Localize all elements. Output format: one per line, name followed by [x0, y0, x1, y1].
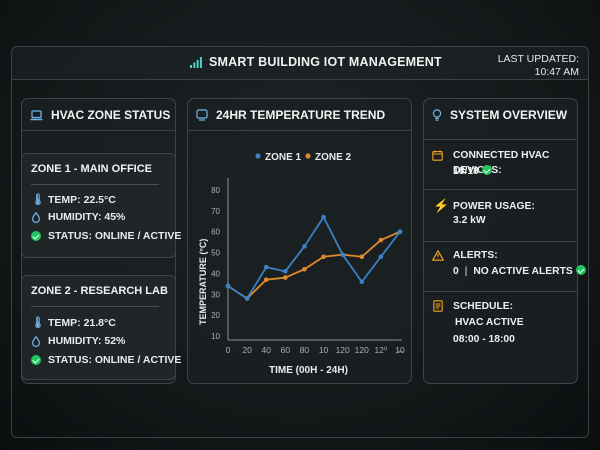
- overview-panel-title: SYSTEM OVERVIEW: [450, 108, 568, 122]
- zone-temp: 🌡 TEMP: 21.8°C: [31, 316, 116, 330]
- zone-humidity-text: HUMIDITY: 52%: [48, 335, 126, 347]
- separator: |: [464, 266, 468, 277]
- power-value: 3.2 kW: [453, 215, 486, 226]
- overview-item-devices: [423, 139, 578, 189]
- check-circle-icon: [31, 231, 41, 241]
- schedule-hours: 08:00 - 18:00: [453, 334, 515, 345]
- app-title: SMART BUILDING IOT MANAGEMENT: [190, 55, 442, 69]
- zone-status-text: STATUS: ONLINE / ACTIVE: [48, 230, 182, 242]
- divider: [31, 184, 159, 185]
- document-icon: [433, 300, 443, 312]
- lightning-icon: ⚡: [433, 198, 450, 213]
- droplet-icon: [31, 211, 41, 223]
- thermostat-icon: [196, 109, 208, 121]
- divider: [31, 306, 159, 307]
- zone-temp-text: TEMP: 22.5°C: [48, 193, 116, 206]
- devices-value: 18/18: [453, 166, 479, 177]
- divider: [22, 130, 175, 131]
- power-label: POWER USAGE:: [453, 201, 535, 212]
- schedule-status: HVAC ACTIVE: [455, 317, 524, 328]
- app-title-text: SMART BUILDING IOT MANAGEMENT: [209, 55, 442, 69]
- lightbulb-icon: [432, 109, 442, 121]
- thermometer-icon: 🌡: [31, 317, 45, 329]
- zone-humidity: HUMIDITY: 52%: [31, 335, 125, 347]
- zone-temp: 🌡 TEMP: 22.5°C: [31, 193, 116, 207]
- schedule-label: SCHEDULE:: [453, 301, 514, 312]
- zone-humidity-text: HUMIDITY: 45%: [48, 211, 126, 223]
- zone-card[interactable]: [21, 275, 176, 380]
- last-updated: LAST UPDATED: 10:47 AM: [498, 53, 579, 79]
- laptop-icon: [30, 109, 43, 120]
- zone-humidity: HUMIDITY: 45%: [31, 211, 125, 223]
- trend-panel-title: 24HR TEMPERATURE TREND: [216, 108, 386, 122]
- overview-item-power: [423, 189, 578, 241]
- zone-temp-text: TEMP: 21.8°C: [48, 316, 116, 329]
- alerts-count: 0: [453, 266, 459, 277]
- check-circle-icon: [31, 355, 41, 365]
- zone-status-text: STATUS: ONLINE / ACTIVE: [48, 354, 182, 366]
- zone-status: STATUS: ONLINE / ACTIVE: [31, 230, 181, 242]
- zone-name: ZONE 1 - MAIN OFFICE: [31, 163, 152, 175]
- check-circle-icon: [575, 265, 586, 275]
- last-updated-label: LAST UPDATED:: [497, 53, 579, 65]
- trend-panel-header: 24HR TEMPERATURE TREND: [196, 108, 385, 122]
- hvac-panel-header: HVAC ZONE STATUS: [30, 108, 170, 122]
- zone-name: ZONE 2 - RESEARCH LAB: [31, 285, 168, 297]
- droplet-icon: [31, 335, 41, 347]
- alerts-label: ALERTS:: [453, 250, 498, 261]
- overview-item-alerts[interactable]: [423, 241, 578, 291]
- divider: [188, 130, 411, 131]
- calendar-icon: [432, 150, 443, 161]
- check-circle-icon: [481, 165, 492, 175]
- signal-bars-icon: [190, 56, 202, 68]
- alerts-text: NO ACTIVE ALERTS: [473, 266, 573, 277]
- overview-panel-header: SYSTEM OVERVIEW: [432, 108, 567, 122]
- devices-label: CONNECTED HVAC DEVICES:: [453, 150, 550, 176]
- thermometer-icon: 🌡: [31, 194, 45, 206]
- trend-panel: [187, 98, 412, 384]
- last-updated-time: 10:47 AM: [534, 66, 579, 78]
- header-bar: [11, 46, 589, 80]
- warning-triangle-icon: [432, 250, 444, 261]
- zone-status: STATUS: ONLINE / ACTIVE: [31, 354, 181, 366]
- hvac-panel-title: HVAC ZONE STATUS: [51, 108, 171, 122]
- devices-value-row: 18/18: [453, 164, 492, 179]
- overview-item-schedule: [423, 291, 578, 371]
- zone-card[interactable]: [21, 153, 176, 258]
- alerts-value-row: 0 | NO ACTIVE ALERTS: [453, 264, 586, 279]
